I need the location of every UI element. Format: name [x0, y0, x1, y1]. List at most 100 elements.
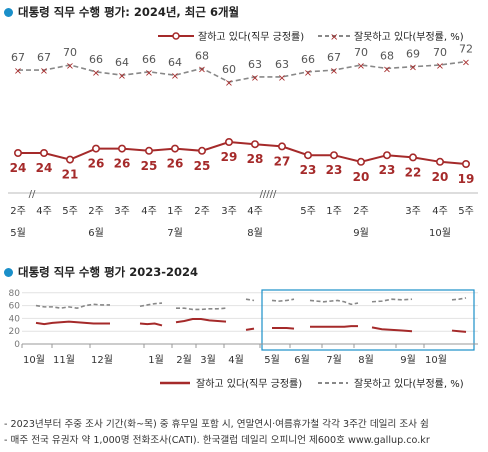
negative-data-label: 64 — [115, 56, 129, 69]
negative-point-marker: × — [198, 64, 206, 75]
positive-point-marker — [277, 142, 286, 151]
x-tick-month-label: 11월 — [53, 354, 75, 366]
positive-data-label: 25 — [141, 159, 158, 173]
negative-data-label: 67 — [11, 51, 25, 64]
positive-point-marker — [118, 144, 127, 153]
negative-point-marker: × — [92, 68, 100, 79]
positive-series-segment — [139, 322, 163, 327]
x-tick-month-label: 7월 — [167, 227, 183, 239]
positive-point-marker — [66, 155, 75, 164]
positive-data-label: 29 — [221, 150, 238, 164]
negative-point-marker: × — [171, 71, 179, 82]
negative-point-marker: × — [304, 68, 312, 79]
negative-series-segment — [35, 303, 110, 309]
x-tick-week-label: 1주 — [326, 206, 342, 217]
positive-series-line — [18, 140, 467, 165]
negative-point-marker: × — [383, 64, 391, 75]
x-tick-week-label: 4주 — [247, 206, 263, 217]
x-tick-week-label: 4주 — [36, 206, 52, 217]
positive-data-label: 25 — [194, 159, 211, 173]
negative-point-marker: × — [14, 66, 22, 77]
negative-data-label: 70 — [354, 46, 368, 59]
legend-label-positive: 잘하고 있다(직무 긍정률) — [198, 30, 304, 43]
x-tick-week-label: 3주 — [405, 206, 421, 217]
x-tick-month-label: 6월 — [88, 227, 104, 239]
negative-data-label: 63 — [275, 58, 289, 71]
negative-data-label: 70 — [63, 46, 77, 59]
x-tick-week-label: 2주 — [353, 206, 369, 217]
x-tick-week-label: 5주 — [62, 206, 78, 217]
positive-point-marker — [171, 144, 180, 153]
positive-point-marker — [435, 157, 444, 166]
x-tick-month-label: 5월 — [264, 354, 280, 366]
chart-2-title: 대통령 직무 수행 평가 2023-2024 — [4, 264, 198, 280]
positive-point-marker — [251, 140, 260, 149]
positive-series-segment — [245, 327, 255, 331]
positive-point-marker — [198, 146, 207, 155]
x-tick-week-label: 2주 — [10, 206, 26, 217]
x-tick-month-label: 10월 — [23, 354, 45, 366]
x-tick-week-label: 2주 — [194, 206, 210, 217]
negative-point-marker: × — [225, 78, 233, 89]
y-tick-label: 60 — [9, 302, 21, 312]
bullet-dot-icon — [4, 8, 13, 17]
positive-data-label: 26 — [167, 157, 184, 171]
negative-series-segment — [371, 298, 413, 303]
negative-point-marker: × — [118, 71, 126, 82]
x-tick-month-label: 6월 — [294, 354, 310, 366]
x-tick-month-label: 3월 — [200, 354, 216, 366]
negative-point-marker: × — [145, 68, 153, 79]
positive-point-marker — [329, 151, 338, 160]
positive-data-label: 20 — [432, 170, 449, 184]
negative-point-marker: × — [40, 66, 48, 77]
positive-point-marker — [408, 153, 417, 162]
positive-series-segment — [272, 327, 295, 330]
negative-series-segment — [176, 307, 227, 311]
x-tick-week-label: 3주 — [221, 206, 237, 217]
legend-label-positive: 잘하고 있다(직무 긍정률) — [196, 377, 302, 390]
negative-data-label: 68 — [380, 49, 394, 62]
positive-point-marker — [145, 146, 154, 155]
negative-data-label: 69 — [406, 48, 420, 61]
x-tick-week-label: 1주 — [167, 206, 183, 217]
negative-data-label: 60 — [222, 63, 236, 76]
x-tick-month-label: 9월 — [400, 354, 416, 366]
positive-series-segment — [175, 318, 227, 324]
negative-point-marker: × — [66, 61, 74, 72]
negative-point-marker: × — [436, 61, 444, 72]
y-tick-label: 20 — [9, 327, 21, 337]
negative-point-marker: × — [357, 61, 365, 72]
legend-label-negative: 잘못하고 있다(부정률, %) — [354, 377, 464, 390]
legend-marker-negative: × — [330, 32, 338, 43]
x-tick-month-label: 4월 — [228, 354, 244, 366]
positive-data-label: 21 — [62, 168, 79, 182]
negative-data-label: 70 — [433, 46, 447, 59]
chart-2: 0 20 40 60 80 10월 11월 12월 1월 2월 3월 4월 5월 6월 7월 8월 9월 10월잘… — [9, 289, 478, 390]
negative-data-label: 66 — [89, 53, 103, 66]
x-tick-week-label: 4주 — [432, 206, 448, 217]
negative-series-segment — [245, 298, 255, 302]
x-tick-month-label: 7월 — [326, 354, 342, 366]
negative-point-marker: × — [409, 63, 417, 74]
x-tick-month-label: 10월 — [429, 227, 451, 239]
x-tick-week-label: 5주 — [458, 206, 474, 217]
positive-point-marker — [14, 149, 23, 158]
axis-break-marker: ///// — [260, 189, 277, 200]
negative-data-label: 63 — [248, 58, 262, 71]
positive-point-marker — [225, 138, 234, 147]
x-tick-week-label: 4주 — [141, 206, 157, 217]
positive-data-label: 26 — [88, 157, 105, 171]
positive-point-marker — [461, 160, 470, 169]
axis-break-marker: // — [29, 189, 36, 200]
negative-data-label: 72 — [459, 43, 473, 56]
positive-series-segment — [451, 329, 467, 333]
x-tick-month-label: 5월 — [10, 227, 26, 239]
footnote-1: - 2023년부터 주중 조사 기간(화~목) 중 휴무일 포함 시, 연말연시… — [4, 419, 429, 430]
positive-data-label: 24 — [10, 161, 27, 175]
chart-1: 잘하고 있다(직무 긍정률) × 잘못하고 있다(부정률, %) × 67 24 × 67 24… — [8, 30, 478, 239]
negative-point-marker: × — [251, 73, 259, 84]
positive-data-label: 22 — [405, 165, 422, 179]
negative-series-line — [18, 60, 467, 83]
positive-point-marker — [39, 149, 48, 158]
bullet-dot-icon — [4, 268, 13, 277]
